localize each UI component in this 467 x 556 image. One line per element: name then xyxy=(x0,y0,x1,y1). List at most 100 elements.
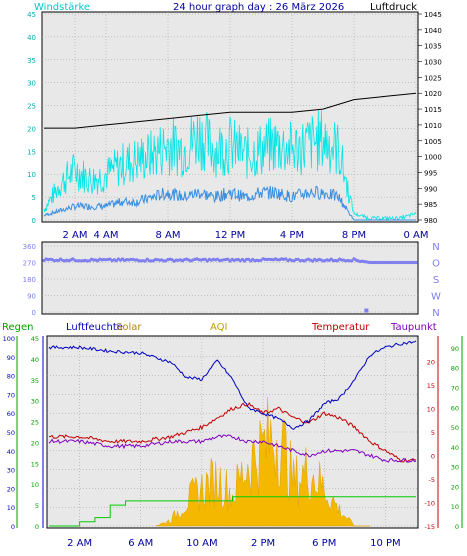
time-tick-label: 2 AM xyxy=(62,230,87,241)
wind-pressure-panel: 0510152025303540459809859909951000100510… xyxy=(27,11,442,241)
direction-tick-label: 360 xyxy=(23,243,36,251)
pressure-tick-label: 1025 xyxy=(424,74,442,82)
pressure-tick-label: 1045 xyxy=(424,11,442,19)
wind-tick-label: 15 xyxy=(27,148,36,156)
temperature-tick-label: -10 xyxy=(424,500,435,508)
rain-tick-label: 10 xyxy=(31,481,39,489)
time-tick-label: 6 AM xyxy=(128,538,153,549)
pressure-tick-label: 1035 xyxy=(424,43,442,51)
pressure-tick-label: 995 xyxy=(424,169,437,177)
time-tick-label: 12 PM xyxy=(215,230,246,241)
humidity-tick-label: 70 xyxy=(7,391,15,399)
time-tick-label: 10 PM xyxy=(370,538,401,549)
pressure-line xyxy=(44,92,417,129)
wind-tick-label: 35 xyxy=(27,57,36,65)
solar-area xyxy=(155,397,371,527)
humidity-right-tick-label: 50 xyxy=(451,424,459,432)
compass-label: W xyxy=(431,292,441,303)
wind-gust-line xyxy=(43,110,417,222)
rain-tick-label: 5 xyxy=(35,502,39,510)
legend-label: Solar xyxy=(116,322,142,333)
dewpoint-line xyxy=(48,434,417,463)
wind-tick-label: 45 xyxy=(27,11,36,19)
compass-label: N xyxy=(432,242,439,253)
time-tick-label: 6 PM xyxy=(312,538,336,549)
time-tick-label: 2 PM xyxy=(251,538,275,549)
legend-label: Regen xyxy=(2,322,34,333)
temperature-tick-label: 10 xyxy=(427,406,435,414)
time-tick-label: 0 AM xyxy=(403,230,428,241)
humidity-line xyxy=(48,340,417,430)
humidity-tick-label: 40 xyxy=(7,448,15,456)
humidity-right-tick-label: 20 xyxy=(451,483,459,491)
temperature-tick-label: 5 xyxy=(431,429,435,437)
humidity-right-tick-label: 90 xyxy=(451,345,459,353)
legend-label: Luftfeuchte xyxy=(66,322,123,333)
legend-label: AQI xyxy=(210,322,228,333)
pressure-tick-label: 1015 xyxy=(424,106,442,114)
humidity-right-tick-label: 40 xyxy=(451,444,459,452)
temperature-tick-label: 20 xyxy=(427,359,435,367)
compass-label: O xyxy=(432,259,440,270)
humidity-right-tick-label: 0 xyxy=(455,523,459,531)
pressure-tick-label: 980 xyxy=(424,217,437,225)
time-tick-label: 2 AM xyxy=(67,538,92,549)
wind-tick-label: 0 xyxy=(32,217,36,225)
rain-tick-label: 0 xyxy=(35,523,39,531)
direction-point xyxy=(414,260,418,265)
rain-tick-label: 45 xyxy=(31,335,39,343)
direction-tick-label: 270 xyxy=(23,260,36,268)
pressure-tick-label: 1040 xyxy=(424,27,442,35)
rain-tick-label: 30 xyxy=(31,398,39,406)
direction-point xyxy=(364,308,369,313)
pressure-tick-label: 1030 xyxy=(424,59,442,67)
direction-tick-label: 0 xyxy=(32,309,36,317)
direction-point xyxy=(226,257,230,261)
humidity-right-tick-label: 60 xyxy=(451,404,459,412)
time-tick-label: 4 PM xyxy=(280,230,304,241)
legend-label: Temperatur xyxy=(311,322,370,333)
temperature-tick-label: -15 xyxy=(424,523,435,531)
temperature-tick-label: 0 xyxy=(431,453,435,461)
pressure-tick-label: 1010 xyxy=(424,122,442,130)
rain-tick-label: 20 xyxy=(31,439,39,447)
direction-point xyxy=(284,257,288,261)
humidity-right-tick-label: 80 xyxy=(451,365,459,373)
pressure-tick-label: 990 xyxy=(424,185,437,193)
wind-average-line xyxy=(43,185,416,221)
wind-tick-label: 10 xyxy=(27,171,36,179)
temperature-tick-label: -5 xyxy=(429,476,435,484)
humidity-tick-label: 30 xyxy=(7,467,15,475)
wind-tick-label: 30 xyxy=(27,80,36,88)
humidity-tick-label: 50 xyxy=(7,429,15,437)
humidity-right-tick-label: 30 xyxy=(451,464,459,472)
direction-point xyxy=(350,259,354,263)
direction-tick-label: 90 xyxy=(27,293,36,301)
rain-tick-label: 35 xyxy=(31,377,39,385)
time-tick-label: 4 AM xyxy=(93,230,118,241)
wind-axis-title: Windstärke xyxy=(34,2,90,13)
time-tick-label: 10 AM xyxy=(186,538,217,549)
humidity-tick-label: 0 xyxy=(11,523,15,531)
compass-label: N xyxy=(432,308,439,319)
humidity-right-tick-label: 70 xyxy=(451,384,459,392)
pressure-tick-label: 1005 xyxy=(424,138,442,146)
time-tick-label: 8 AM xyxy=(155,230,180,241)
humidity-tick-label: 20 xyxy=(7,485,15,493)
humidity-tick-label: 90 xyxy=(7,354,15,362)
humidity-tick-label: 10 xyxy=(7,504,15,512)
humidity-right-tick-label: 10 xyxy=(451,503,459,511)
rain-line xyxy=(49,496,416,527)
rain-tick-label: 15 xyxy=(31,460,39,468)
pressure-tick-label: 1000 xyxy=(424,154,442,162)
rain-tick-label: 40 xyxy=(31,356,39,364)
humidity-tick-label: 60 xyxy=(7,410,15,418)
wind-tick-label: 20 xyxy=(27,125,36,133)
compass-label: S xyxy=(433,275,439,286)
humidity-tick-label: 80 xyxy=(7,373,15,381)
pressure-tick-label: 1020 xyxy=(424,90,442,98)
temperature-tick-label: 15 xyxy=(427,382,435,390)
temperature-line xyxy=(48,402,416,463)
